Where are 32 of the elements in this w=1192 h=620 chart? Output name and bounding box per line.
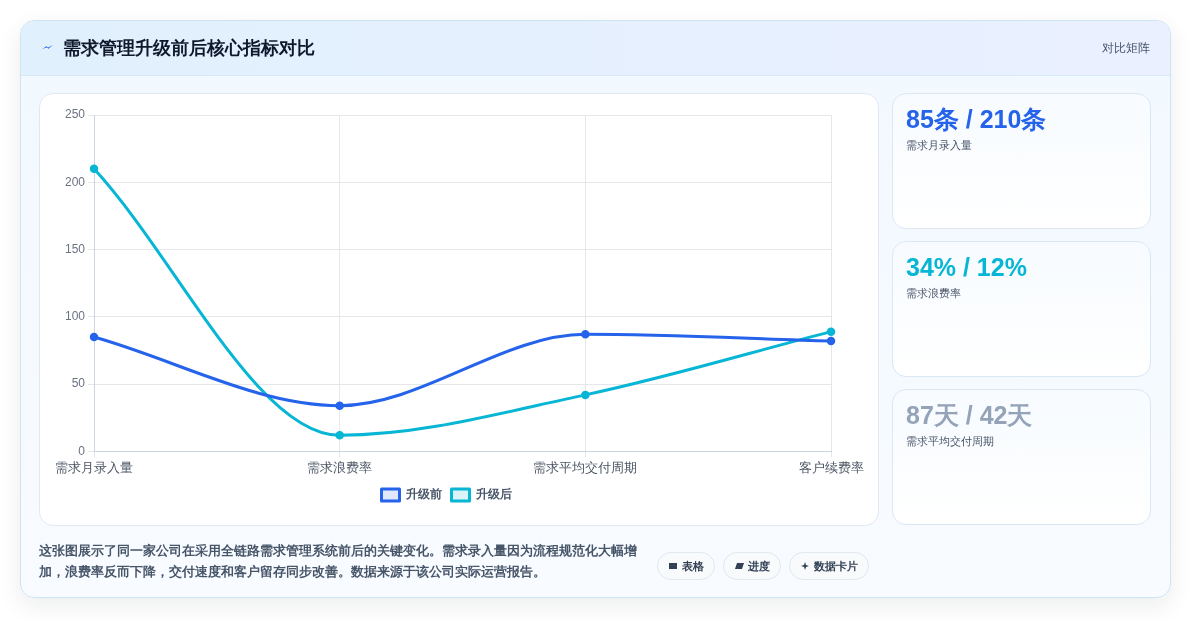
y-tick-label: 0 (78, 443, 86, 458)
point (89, 332, 99, 342)
x-tick-label: 需求平均交付周期 (533, 459, 638, 475)
text: 需求浪费率 (906, 286, 961, 301)
point (581, 390, 590, 400)
y-tick-label: 150 (64, 241, 86, 256)
point (826, 336, 836, 346)
y-tick-label: 200 (64, 174, 86, 189)
legend-label: 升级后 (474, 487, 512, 502)
y-tick-label: 50 (71, 376, 86, 391)
chart-title: 需求管理升级前后核心指标对比 (63, 37, 315, 60)
point (826, 327, 836, 336)
y-tick-label: 250 (64, 107, 86, 122)
y-tick-label: 100 (64, 309, 86, 324)
text: 数据卡片 (814, 558, 858, 574)
text: 需求平均交付周期 (906, 434, 994, 449)
text: 85条 / 210条 (906, 104, 1047, 135)
text: 这张图展示了同一家公司在采用全链路需求管理系统前后的关键变化。需求录入量因为流程规范化大幅增加，浪费率反而下降，交付速度和客户留存同步改善。数据来源于该公司实际运营报告。 (39, 542, 638, 581)
point (89, 164, 99, 174)
text: 对比矩阵 (1102, 40, 1150, 56)
x-tick-label: 客户续费率 (798, 459, 864, 475)
point (335, 431, 344, 440)
x-tick-label: 需求浪费率 (307, 459, 373, 475)
point (335, 401, 344, 410)
legend-label: 升级前 (404, 487, 442, 502)
text: 34% / 12% (906, 252, 1027, 283)
text: 需求月录入量 (906, 138, 972, 153)
text: 表格 (682, 558, 704, 574)
text: 进度 (748, 558, 770, 574)
x-tick-label: 需求月录入量 (55, 459, 134, 475)
point (581, 330, 590, 339)
text: 87天 / 42天 (906, 400, 1033, 431)
